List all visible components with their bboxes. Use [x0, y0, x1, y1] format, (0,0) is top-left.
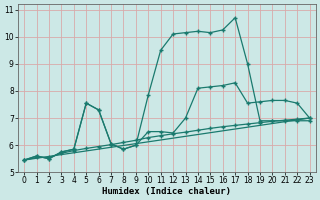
X-axis label: Humidex (Indice chaleur): Humidex (Indice chaleur): [102, 187, 231, 196]
